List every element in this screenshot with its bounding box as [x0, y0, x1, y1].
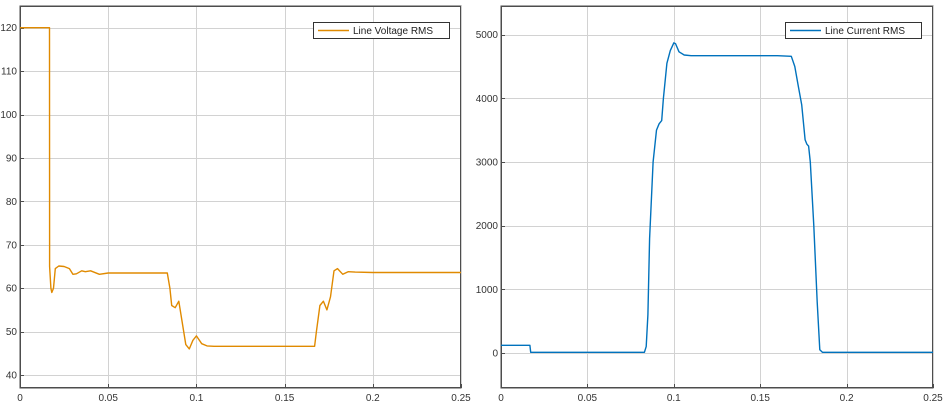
current-y-tick-label: 4000: [476, 94, 499, 105]
voltage-legend-label: Line Voltage RMS: [353, 26, 433, 37]
voltage-y-tick-label: 60: [6, 284, 18, 295]
current-y-tick-label: 1000: [476, 285, 499, 296]
current-legend: [785, 22, 922, 39]
current-x-tick-label: 0.2: [840, 393, 854, 404]
current-x-tick-label: 0.25: [923, 393, 943, 404]
voltage-y-tick-label: 90: [6, 153, 18, 164]
current-axes-border: [501, 6, 933, 388]
voltage-y-tick-label: 80: [6, 197, 18, 208]
voltage-y-tick-label: 50: [6, 327, 18, 338]
voltage-x-tick-label: 0: [17, 393, 23, 404]
voltage-y-tick-label: 100: [0, 110, 17, 121]
current-x-tick-label: 0.1: [667, 393, 681, 404]
voltage-legend: [313, 22, 450, 39]
voltage-series-line: [20, 27, 461, 350]
voltage-y-tick-label: 70: [6, 240, 18, 251]
current-chart: 0 0.05 0.1 0.15 0.2 0.25 0 1000 2000 3000 4000 5000…: [476, 5, 943, 404]
voltage-y-tick-label: 120: [0, 23, 17, 34]
voltage-plot-area: [19, 5, 462, 389]
current-x-tick-label: 0: [498, 393, 504, 404]
voltage-x-tick-label: 0.1: [189, 393, 203, 404]
current-x-tick-label: 0.05: [578, 393, 598, 404]
current-x-tick-label: 0.15: [750, 393, 770, 404]
current-legend-label: Line Current RMS: [825, 26, 905, 37]
voltage-x-tick-label: 0.15: [275, 393, 295, 404]
voltage-x-tick-label: 0.05: [98, 393, 118, 404]
current-y-tick-label: 0: [492, 348, 498, 359]
voltage-y-tick-label: 40: [6, 370, 18, 381]
voltage-chart: 0 0.05 0.1 0.15 0.2 0.25 40 50 60 70 80 90 100 110 120…: [0, 5, 471, 404]
current-y-tick-label: 3000: [476, 157, 499, 168]
current-y-tick-label: 2000: [476, 221, 499, 232]
current-series-line: [501, 42, 933, 353]
voltage-x-tick-label: 0.2: [366, 393, 380, 404]
current-plot-area: [500, 5, 934, 389]
current-y-tick-label: 5000: [476, 30, 499, 41]
voltage-axes-border: [20, 6, 461, 388]
voltage-x-tick-label: 0.25: [451, 393, 471, 404]
voltage-y-tick-label: 110: [1, 67, 17, 78]
